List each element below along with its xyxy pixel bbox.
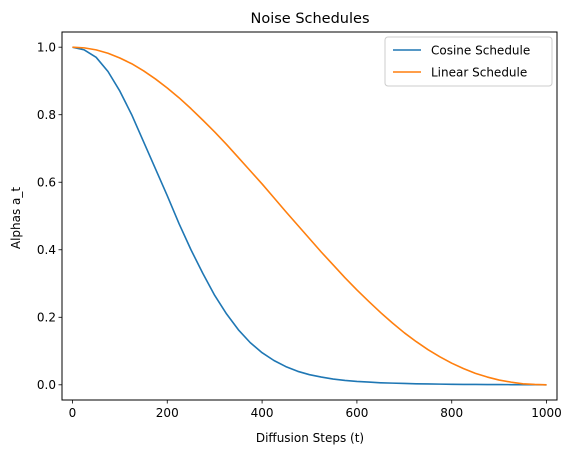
series-line-cosine-schedule <box>72 46 547 386</box>
x-tick-label: 1000 <box>531 406 562 420</box>
x-tick-label: 800 <box>440 406 463 420</box>
y-tick-label: 0.8 <box>37 108 56 122</box>
x-axis-label: Diffusion Steps (t) <box>256 431 364 445</box>
legend-box <box>384 36 553 87</box>
legend: Cosine Schedule Linear Schedule <box>384 36 553 87</box>
y-tick-label: 0.0 <box>37 378 56 392</box>
y-tick-label: 0.4 <box>37 243 56 257</box>
x-tick-label: 200 <box>156 406 179 420</box>
y-tick-label: 1.0 <box>37 40 56 54</box>
y-axis-label: Alphas a_t <box>9 187 23 250</box>
series-layer <box>72 46 547 386</box>
legend-label-linear-schedule: Linear Schedule <box>431 66 527 80</box>
y-tick-label: 0.6 <box>37 176 56 190</box>
x-tick-label: 600 <box>345 406 368 420</box>
x-tick-label: 400 <box>251 406 274 420</box>
axes-layer: 0 200 400 600 800 1000 0.0 0.2 0.4 0.6 0.8 1.0 <box>37 40 562 420</box>
plot-frame <box>61 31 558 401</box>
chart-title: Noise Schedules <box>250 11 369 27</box>
series-line-linear-schedule <box>72 46 547 386</box>
x-tick-label: 0 <box>69 406 77 420</box>
legend-label-cosine-schedule: Cosine Schedule <box>431 44 530 58</box>
y-tick-label: 0.2 <box>37 311 56 325</box>
